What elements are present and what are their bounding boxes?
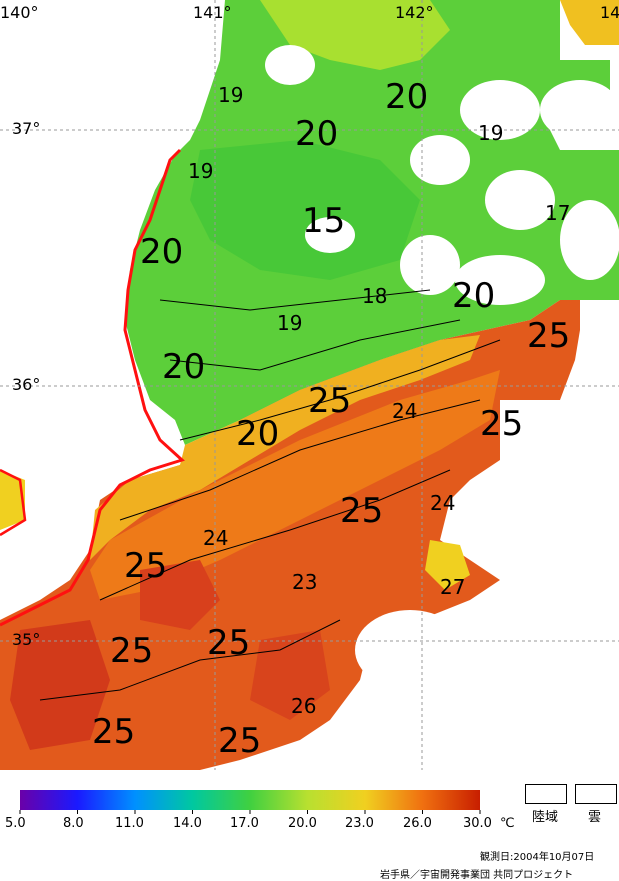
contour-label: 20 (140, 232, 183, 272)
latitude-label: 36° (12, 375, 40, 394)
isotherm-lines (39, 289, 501, 701)
latitude-label: 35° (12, 630, 40, 649)
sea-yellow-patch-1 (425, 540, 470, 590)
contour-label: 20 (295, 114, 338, 154)
graticule (0, 0, 619, 770)
contour-label: 24 (430, 491, 455, 515)
scale-tick-17: 17.0 (230, 816, 259, 831)
sea-hot-pocket-2 (140, 560, 220, 630)
coastline (0, 148, 185, 627)
color-scale (19, 790, 481, 814)
land-swatch (525, 784, 567, 804)
contour-label: 17 (545, 201, 570, 225)
contour-label: 25 (110, 631, 153, 671)
contour-label: 19 (188, 159, 213, 183)
scale-tick-5: 5.0 (5, 816, 26, 831)
contour-label: 25 (527, 316, 570, 356)
credit-text: 岩手県／宇宙開発事業団 共同プロジェクト (380, 870, 574, 881)
contour-label: 25 (207, 623, 250, 663)
land-label: 陸域 (532, 810, 559, 825)
legend-area: 5.0 8.0 11.0 14.0 17.0 20.0 23.0 26.0 30… (0, 770, 619, 881)
sea-orange-band (90, 370, 500, 600)
contour-label: 20 (236, 414, 279, 454)
coastline-island (0, 468, 27, 537)
contour-label: 24 (392, 399, 417, 423)
contour-label: 20 (385, 77, 428, 117)
sea-yellow-patch-2 (0, 470, 25, 530)
color-scale-ticks (19, 810, 481, 814)
longitude-labels: 140° 141° 142° 14 (0, 3, 619, 22)
contour-label: 24 (203, 526, 228, 550)
cloud-masks (265, 45, 619, 770)
contour-label: 25 (308, 381, 351, 421)
sea-surface-temperature-map: 140° 141° 142° 14 37° 36° 35° 19 20 20 19 19 15 17 2… (0, 0, 619, 770)
contour-labels: 19 20 20 19 19 15 17 20 18 20 19 25 20 25 24 25 20 25 24 24… (92, 77, 570, 761)
cloud-swatch (575, 784, 617, 804)
contour-label: 19 (277, 311, 302, 335)
longitude-label: 142° (395, 3, 434, 22)
contour-label: 25 (218, 721, 261, 761)
scale-tick-20: 20.0 (288, 816, 317, 831)
scale-tick-23: 23.0 (345, 816, 374, 831)
sea-frontal-band (90, 335, 480, 560)
scale-tick-14: 14.0 (173, 816, 202, 831)
longitude-label: 14 (600, 3, 619, 22)
contour-label: 18 (362, 284, 387, 308)
latitude-labels: 37° 36° 35° (12, 119, 40, 649)
scale-tick-11: 11.0 (115, 816, 144, 831)
contour-label: 27 (440, 575, 465, 599)
sea-yellow-patch-3 (560, 0, 619, 45)
contour-label: 26 (291, 694, 316, 718)
cloud-label: 雲 (588, 810, 602, 825)
contour-label: 20 (452, 276, 495, 316)
contour-label: 23 (292, 570, 317, 594)
contour-label: 19 (218, 83, 243, 107)
contour-label: 25 (340, 491, 383, 531)
longitude-label: 140° (0, 3, 39, 22)
latitude-label: 37° (12, 119, 40, 138)
observation-date: 観測日:2004年10月07日 (480, 852, 595, 863)
contour-label: 19 (478, 121, 503, 145)
sea-hot-pocket-3 (250, 630, 330, 720)
color-scale-bar (20, 790, 480, 810)
scale-tick-30: 30.0 (463, 816, 492, 831)
contour-label: 15 (302, 201, 345, 241)
scale-tick-26: 26.0 (403, 816, 432, 831)
contour-label: 25 (92, 712, 135, 752)
scale-unit: ℃ (500, 816, 515, 831)
contour-label: 20 (162, 347, 205, 387)
scale-tick-8: 8.0 (63, 816, 84, 831)
contour-label: 25 (480, 404, 523, 444)
sea-hot-pocket-1 (10, 620, 110, 750)
contour-label: 25 (124, 546, 167, 586)
sea-green-patch (190, 140, 420, 280)
sea-yellowgreen-patch (260, 0, 450, 70)
longitude-label: 141° (193, 3, 232, 22)
